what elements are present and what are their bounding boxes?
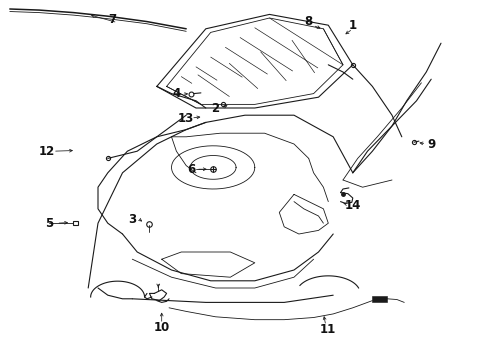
FancyBboxPatch shape: [372, 296, 387, 302]
Text: 1: 1: [349, 19, 357, 32]
Text: 7: 7: [109, 13, 117, 26]
Text: 4: 4: [172, 87, 180, 100]
Text: 3: 3: [128, 213, 136, 226]
Text: 6: 6: [187, 163, 195, 176]
Text: 8: 8: [305, 15, 313, 28]
Text: 5: 5: [45, 217, 53, 230]
Text: 12: 12: [38, 145, 55, 158]
Text: 9: 9: [427, 138, 435, 150]
Text: 13: 13: [178, 112, 195, 125]
Text: 2: 2: [212, 102, 220, 114]
Text: 10: 10: [153, 321, 170, 334]
Text: 11: 11: [320, 323, 337, 336]
Text: 14: 14: [344, 199, 361, 212]
